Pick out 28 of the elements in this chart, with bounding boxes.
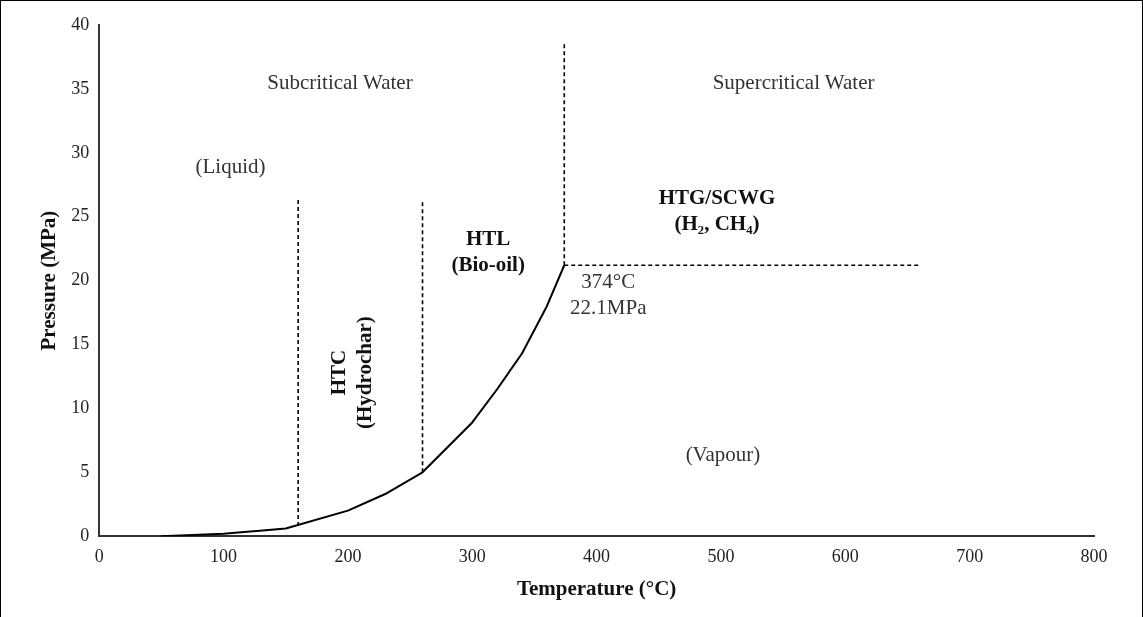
x-tick-label: 600: [831, 545, 859, 566]
x-axis-title: Temperature (°C): [516, 575, 677, 600]
annotation: 374°C 22.1MPa: [570, 268, 648, 319]
x-tick-label: 800: [1080, 545, 1108, 566]
annotation: (Liquid): [195, 153, 266, 178]
x-tick-label: 0: [94, 545, 104, 566]
annotation: HTC (Hydrochar): [326, 316, 377, 429]
x-tick-label: 200: [334, 545, 362, 566]
y-tick-label: 25: [71, 205, 90, 226]
y-axis-title: Pressure (MPa): [36, 210, 61, 351]
x-tick-label: 500: [707, 545, 735, 566]
y-tick-label: 10: [71, 397, 90, 418]
annotation: HTG/SCWG (H₂, CH₄): [658, 185, 776, 236]
x-tick-label: 100: [210, 545, 238, 566]
x-tick-label: 700: [956, 545, 984, 566]
y-tick-label: 5: [80, 461, 90, 482]
annotation: HTL (Bio-oil): [451, 226, 525, 277]
annotation: Supercritical Water: [712, 69, 875, 94]
y-tick-label: 0: [80, 524, 90, 545]
x-tick-label: 300: [458, 545, 486, 566]
y-tick-label: 15: [71, 333, 90, 354]
x-tick-label: 400: [583, 545, 611, 566]
y-tick-label: 35: [71, 77, 90, 98]
y-tick-label: 30: [71, 141, 90, 162]
y-tick-label: 20: [71, 269, 90, 290]
annotation: Subcritical Water: [267, 69, 413, 94]
annotation: (Vapour): [685, 441, 761, 466]
y-tick-label: 40: [71, 13, 90, 34]
